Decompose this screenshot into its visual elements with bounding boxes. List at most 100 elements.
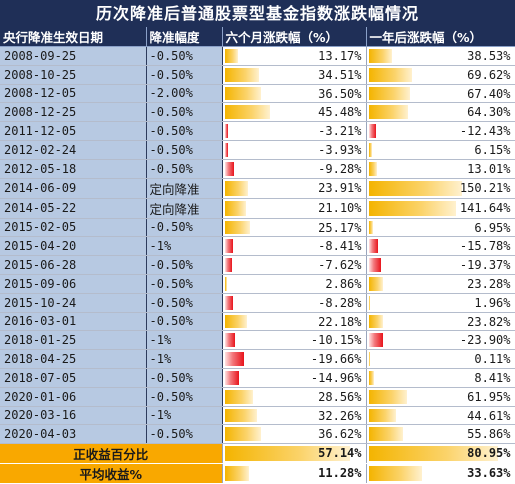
table-row[interactable]: 2018-04-25 -1% -19.66% 0.11% [0,349,515,369]
one-year-cell: 67.40% [366,84,515,104]
table-row[interactable]: 2015-02-05 -0.50% 25.17% 6.95% [0,218,515,238]
date-cell: 2015-10-24 [0,293,147,313]
six-month-cell: 23.91% [222,178,367,199]
header-cut[interactable]: 降准幅度 [146,27,223,47]
table-row[interactable]: 2020-03-16 -1% 32.26% 44.61% [0,406,515,426]
summary-year-cell: 80.95% [366,443,515,465]
positive-data-bar [368,86,411,101]
six-month-cell-value: -14.96% [310,370,362,385]
date-cell: 2018-01-25 [0,330,147,351]
six-month-cell: 22.18% [222,312,367,332]
positive-data-bar [368,200,457,216]
positive-data-bar [224,446,351,462]
positive-data-bar [368,67,412,82]
six-month-cell: -7.62% [222,255,367,275]
six-month-cell-value: 2.86% [325,276,362,291]
six-month-cell: 45.48% [222,102,367,123]
positive-data-bar [368,466,423,482]
table-row[interactable]: 2016-03-01 -0.50% 22.18% 23.82% [0,312,515,332]
six-month-cell-value: 34.51% [318,67,362,82]
table-row[interactable]: 2011-12-05 -0.50% -3.21% -12.43% [0,121,515,141]
negative-data-bar [368,124,377,138]
table-row[interactable]: 2018-07-05 -0.50% -14.96% 8.41% [0,368,515,388]
one-year-cell-value: -23.90% [459,333,511,348]
cut-cell: -0.50% [146,140,223,160]
positive-data-bar [368,161,377,176]
six-month-cell: 34.51% [222,65,367,85]
cut-cell: -1% [146,236,223,257]
header-one-year[interactable]: 一年后涨跌幅（%） [366,27,515,47]
one-year-cell-value: 64.30% [467,105,511,120]
one-year-cell: 44.61% [366,406,515,426]
six-month-cell: 36.62% [222,424,367,445]
one-year-cell: 6.15% [366,140,515,160]
one-year-cell-value: 44.61% [467,408,511,423]
date-cell: 2014-06-09 [0,178,147,199]
date-cell: 2015-06-28 [0,255,147,275]
negative-data-bar [224,370,240,385]
negative-data-bar [224,352,245,366]
table-row[interactable]: 2015-10-24 -0.50% -8.28% 1.96% [0,293,515,313]
six-month-cell-value: 23.91% [318,180,362,195]
negative-data-bar [224,124,228,138]
table-row[interactable]: 2015-06-28 -0.50% -7.62% -19.37% [0,255,515,275]
date-cell: 2018-04-25 [0,349,147,369]
date-cell: 2012-02-24 [0,140,147,160]
negative-data-bar [368,239,379,254]
table-row[interactable]: 2020-04-03 -0.50% 36.62% 55.86% [0,424,515,445]
table-row[interactable]: 2008-12-25 -0.50% 45.48% 64.30% [0,102,515,123]
one-year-cell-value: -19.37% [459,258,511,273]
one-year-cell: 64.30% [366,102,515,123]
date-cell: 2008-09-25 [0,46,147,66]
positive-data-bar [368,314,384,329]
one-year-cell: 61.95% [366,387,515,407]
negative-data-bar [224,258,233,272]
positive-data-bar [368,105,409,120]
six-month-cell-value: 21.10% [318,200,362,215]
cut-cell: -0.50% [146,387,223,407]
one-year-cell: 13.01% [366,159,515,179]
table-row[interactable]: 2008-09-25 -0.50% 13.17% 38.53% [0,46,515,66]
summary-label: 正收益百分比 [0,443,223,465]
positive-data-bar [224,314,247,329]
table-row[interactable]: 2020-01-06 -0.50% 28.56% 61.95% [0,387,515,407]
six-month-cell: -19.66% [222,349,367,369]
negative-data-bar [368,333,384,348]
summary-year-value: 33.63% [467,466,511,481]
cut-cell: -0.50% [146,312,223,332]
six-month-cell: 2.86% [222,274,367,294]
table-row[interactable]: 2008-10-25 -0.50% 34.51% 69.62% [0,65,515,85]
six-month-cell-value: -3.21% [318,124,362,139]
table-row[interactable]: 2014-05-22 定向降准 21.10% 141.64% [0,198,515,219]
table-row[interactable]: 2015-09-06 -0.50% 2.86% 23.28% [0,274,515,294]
date-cell: 2018-07-05 [0,368,147,388]
table-row[interactable]: 2012-05-18 -0.50% -9.28% 13.01% [0,159,515,179]
positive-data-bar [368,49,393,63]
one-year-cell: 8.41% [366,368,515,388]
six-month-cell-value: 22.18% [318,314,362,329]
negative-data-bar [224,333,235,348]
positive-data-bar [368,295,370,310]
six-month-cell-value: -8.28% [318,295,362,310]
table-row[interactable]: 2018-01-25 -1% -10.15% -23.90% [0,330,515,351]
one-year-cell-value: -12.43% [459,124,511,139]
cut-cell: -0.50% [146,424,223,445]
positive-data-bar [368,389,407,404]
table-row[interactable]: 2008-12-05 -2.00% 36.50% 67.40% [0,84,515,104]
one-year-cell-value: 23.28% [467,276,511,291]
header-six-month[interactable]: 六个月涨跌幅（%） [222,27,367,47]
one-year-cell-value: 67.40% [467,86,511,101]
one-year-cell: 23.82% [366,312,515,332]
one-year-cell: 55.86% [366,424,515,445]
date-cell: 2016-03-01 [0,312,147,332]
header-date[interactable]: 央行降准生效日期 [0,27,147,47]
table-row[interactable]: 2014-06-09 定向降准 23.91% 150.21% [0,178,515,199]
cut-cell: -0.50% [146,159,223,179]
one-year-cell: -23.90% [366,330,515,351]
positive-data-bar [368,427,404,442]
date-cell: 2020-01-06 [0,387,147,407]
six-month-cell-value: -7.62% [318,258,362,273]
table-row[interactable]: 2012-02-24 -0.50% -3.93% 6.15% [0,140,515,160]
date-cell: 2011-12-05 [0,121,147,141]
table-row[interactable]: 2015-04-20 -1% -8.41% -15.78% [0,236,515,257]
